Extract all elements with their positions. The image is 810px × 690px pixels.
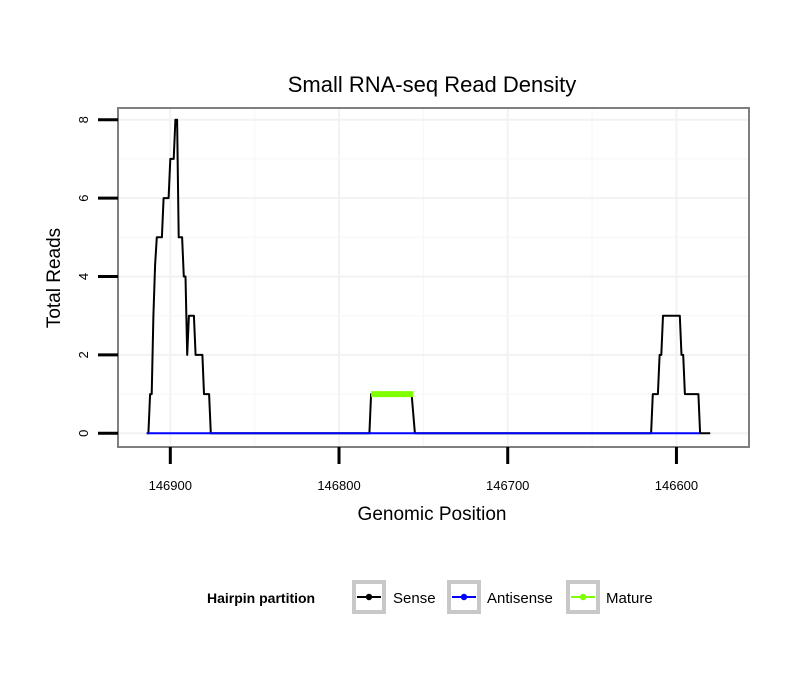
series-line-sense bbox=[146, 118, 711, 435]
legend: Hairpin partition Sense Antisense Mature bbox=[207, 580, 653, 614]
x-tick-label-0: 146900 bbox=[149, 478, 192, 493]
legend-entry-antisense: Antisense bbox=[447, 580, 553, 614]
x-axis-title: Genomic Position bbox=[358, 504, 507, 525]
y-tick-label-3: 6 bbox=[76, 194, 91, 201]
y-axis: 0 2 4 6 8 bbox=[76, 116, 118, 437]
x-tick-label-1: 146800 bbox=[317, 478, 360, 493]
y-tick-label-4: 8 bbox=[76, 116, 91, 123]
y-tick-label-0: 0 bbox=[76, 430, 91, 437]
legend-label-mature: Mature bbox=[606, 590, 653, 607]
x-tick-label-3: 146600 bbox=[655, 478, 698, 493]
y-axis-title: Total Reads bbox=[44, 228, 65, 328]
legend-key-antisense-dot bbox=[460, 593, 468, 601]
y-tick-label-1: 2 bbox=[76, 351, 91, 358]
legend-entry-mature: Mature bbox=[566, 580, 653, 614]
legend-label-sense: Sense bbox=[393, 590, 436, 607]
x-tick-label-2: 146700 bbox=[486, 478, 529, 493]
legend-title: Hairpin partition bbox=[207, 590, 315, 606]
x-axis: 146900 146800 146700 146600 bbox=[149, 447, 698, 493]
y-tick-label-2: 4 bbox=[76, 273, 91, 280]
legend-entry-sense: Sense bbox=[352, 580, 436, 614]
legend-key-sense-dot bbox=[365, 593, 373, 601]
series-layer bbox=[146, 118, 711, 435]
legend-key-mature-dot bbox=[579, 593, 587, 601]
chart-title: Small RNA-seq Read Density bbox=[288, 72, 577, 97]
plot-panel bbox=[117, 107, 750, 448]
legend-label-antisense: Antisense bbox=[487, 590, 553, 607]
